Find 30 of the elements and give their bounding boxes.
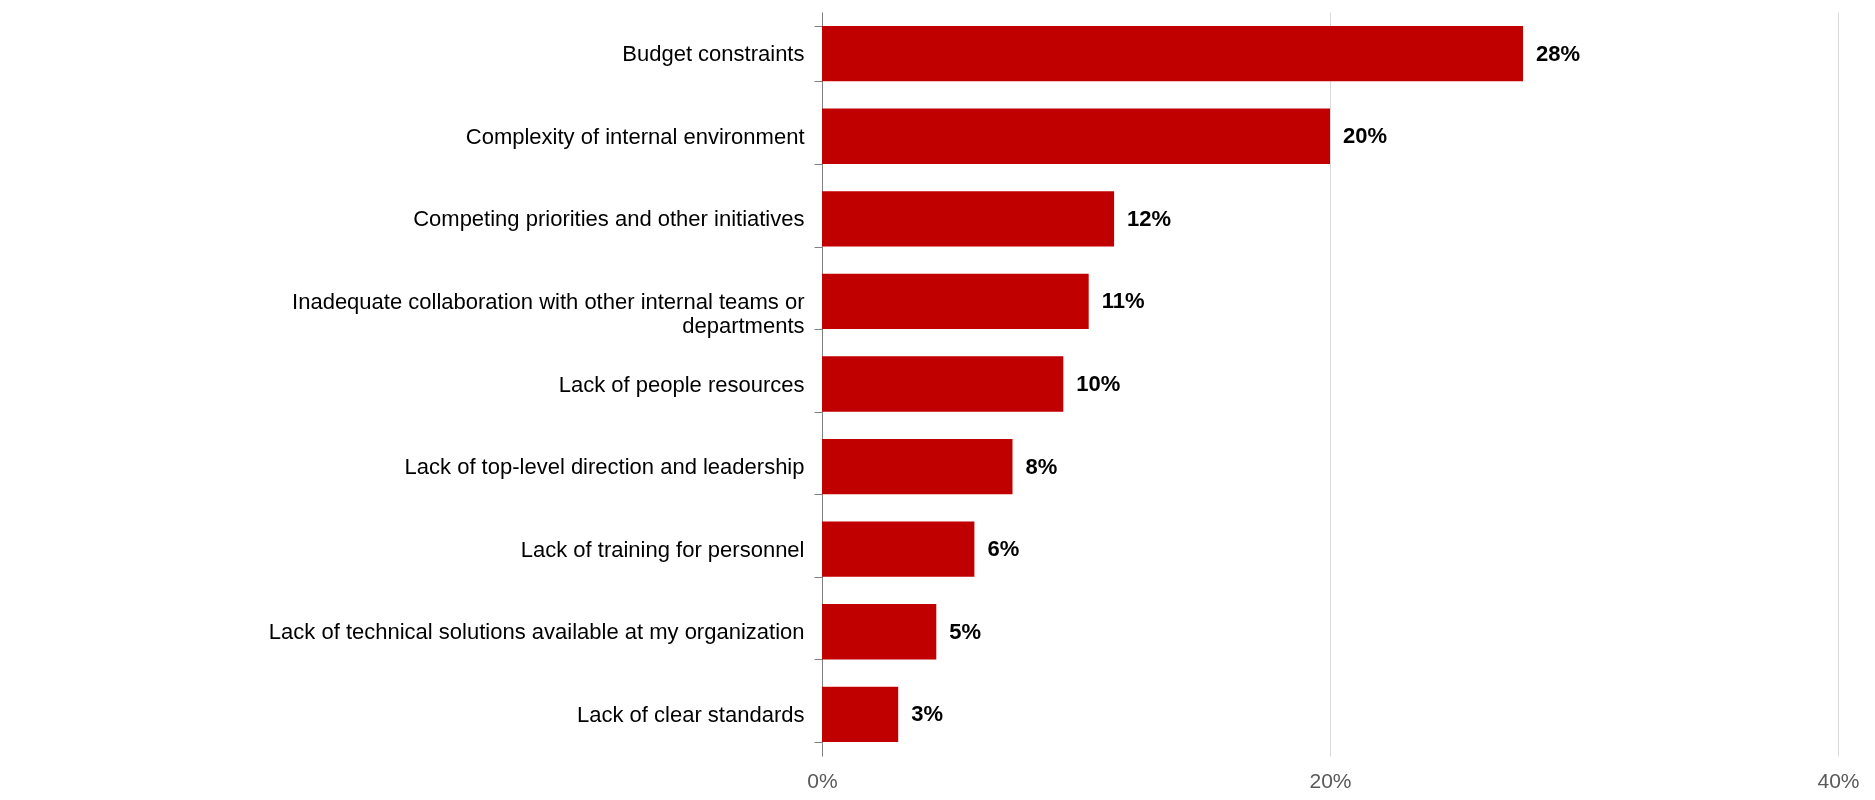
bar [822,191,1115,247]
bar [822,273,1089,330]
x-tick-label: 20% [1309,768,1352,792]
data-label: 11% [1101,288,1145,314]
bar [822,356,1064,412]
data-label: 3% [911,701,943,727]
bar [822,604,937,660]
bar [822,26,1524,82]
bar [822,521,975,577]
y-tick-label: Lack of clear standards [577,701,805,727]
x-tick-label: 0% [807,768,838,792]
y-tick-label: Lack of people resources [558,371,805,397]
data-label: 28% [1536,40,1581,66]
y-tick-label: Complexity of internal environment [465,123,805,149]
bar [822,108,1330,164]
y-tick-label: Inadequate collaboration with other internal teams or departments [292,288,805,338]
data-label: 6% [987,536,1020,562]
bar [822,686,899,742]
y-tick-label: Lack of top-level direction and leadership [404,454,805,480]
data-label: 8% [1025,453,1058,479]
data-label: 12% [1127,205,1172,231]
x-tick-label: 40% [1817,768,1860,792]
bar [822,438,1013,495]
data-label: 10% [1076,371,1121,396]
data-label: 20% [1343,123,1388,149]
y-tick-label: Lack of technical solutions available at my organization [268,619,805,645]
y-tick-label: Budget constraints [622,41,805,67]
data-label: 5% [949,618,982,644]
y-tick-label: Lack of training for personnel [520,536,805,562]
y-tick-label: Competing priorities and other initiatives [413,206,805,232]
